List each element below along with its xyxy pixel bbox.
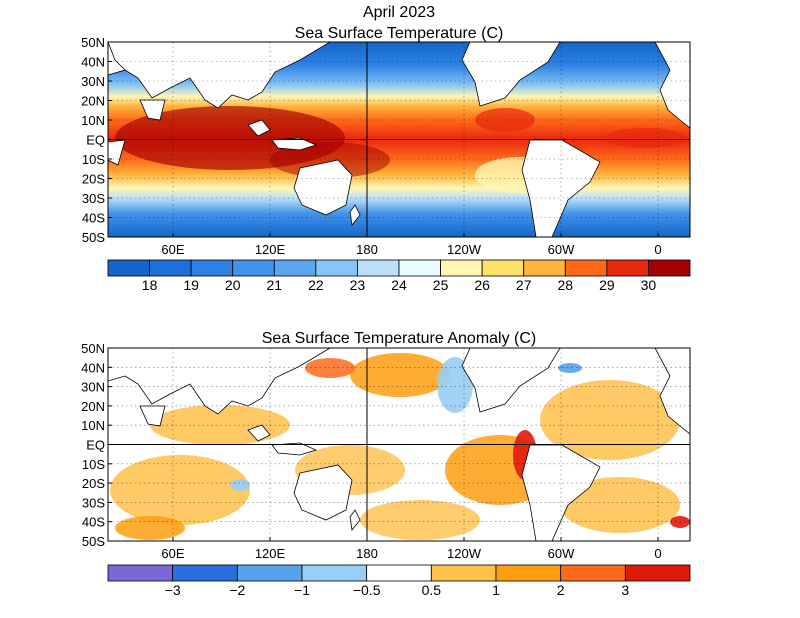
colorbar-label: −1 bbox=[294, 582, 310, 598]
sst-land bbox=[108, 42, 690, 237]
colorbar-swatch bbox=[440, 259, 483, 277]
anomaly-positive-regions bbox=[110, 353, 690, 540]
colorbar-swatch bbox=[357, 259, 400, 277]
sst-atlantic-warm bbox=[605, 128, 685, 148]
colorbar-label: 20 bbox=[225, 277, 241, 293]
colorbar-swatch bbox=[149, 259, 192, 277]
colorbar-swatch bbox=[398, 259, 441, 277]
colorbar-swatch bbox=[560, 564, 626, 582]
figure-title-date: April 2023 bbox=[363, 4, 435, 21]
colorbar-swatch bbox=[236, 564, 303, 582]
lat-tick-label: 50S bbox=[82, 534, 105, 549]
lat-tick-label: 50S bbox=[82, 230, 105, 245]
colorbar-swatch bbox=[172, 564, 238, 582]
colorbar-label: 1 bbox=[492, 582, 500, 598]
lat-tick-label: EQ bbox=[86, 438, 105, 453]
lon-tick-label: 60E bbox=[161, 546, 184, 561]
sst-map-title: Sea Surface Temperature (C) bbox=[295, 25, 504, 42]
anomaly-map-title: Sea Surface Temperature Anomaly (C) bbox=[262, 330, 537, 347]
lat-tick-label: 20N bbox=[81, 399, 105, 414]
colorbar-swatch bbox=[606, 259, 649, 277]
lon-tick-label: 60W bbox=[548, 242, 575, 257]
sst-colorbar: 18 19 20 21 22 23 24 25 26 27 28 29 30 bbox=[107, 259, 691, 293]
lat-tick-label: 10S bbox=[82, 152, 105, 167]
lat-tick-label: 40N bbox=[81, 55, 105, 70]
lat-tick-label: 30S bbox=[82, 495, 105, 510]
colorbar-swatch bbox=[430, 564, 497, 582]
lat-tick-label: 50N bbox=[81, 341, 105, 356]
anomaly-lat-tick-labels: 50N 40N 30N 20N 10N EQ 10S 20S 30S 40S 50S bbox=[81, 341, 112, 549]
colorbar-label: 18 bbox=[142, 277, 158, 293]
colorbar-swatch bbox=[107, 259, 150, 277]
colorbar-label: 22 bbox=[308, 277, 324, 293]
lat-tick-label: 20N bbox=[81, 94, 105, 109]
colorbar-swatch bbox=[301, 564, 368, 582]
lat-tick-label: 10N bbox=[81, 113, 105, 128]
lon-tick-label: 120E bbox=[255, 242, 286, 257]
colorbar-label: 24 bbox=[391, 277, 407, 293]
lon-tick-label: 0 bbox=[654, 242, 661, 257]
colorbar-label: 25 bbox=[433, 277, 449, 293]
colorbar-swatch bbox=[273, 259, 317, 277]
lon-tick-label: 60E bbox=[161, 242, 184, 257]
colorbar-swatch bbox=[366, 564, 432, 582]
lon-tick-label: 120E bbox=[255, 546, 286, 561]
colorbar-label: 0.5 bbox=[422, 582, 442, 598]
colorbar-label: −0.5 bbox=[353, 582, 381, 598]
anomaly-grid bbox=[108, 348, 690, 541]
lat-tick-label: EQ bbox=[86, 133, 105, 148]
colorbar-swatch bbox=[523, 259, 566, 277]
lat-tick-label: 20S bbox=[82, 476, 105, 491]
lon-tick-label: 0 bbox=[654, 546, 661, 561]
anomaly-lon-tick-labels: 60E 120E 180 120W 60W 0 bbox=[161, 537, 662, 561]
lon-tick-label: 120W bbox=[447, 546, 482, 561]
lat-tick-label: 40S bbox=[82, 211, 105, 226]
sst-lon-tick-labels: 60E 120E 180 120W 60W 0 bbox=[161, 233, 662, 257]
colorbar-swatch bbox=[232, 259, 275, 277]
colorbar-label: 21 bbox=[266, 277, 282, 293]
colorbar-label: 19 bbox=[183, 277, 199, 293]
lat-tick-label: 30S bbox=[82, 191, 105, 206]
colorbar-label: 26 bbox=[474, 277, 490, 293]
colorbar-label: 23 bbox=[350, 277, 366, 293]
sst-map bbox=[108, 42, 690, 237]
lat-tick-label: 40S bbox=[82, 515, 105, 530]
colorbar-swatch bbox=[315, 259, 358, 277]
lat-tick-label: 40N bbox=[81, 360, 105, 375]
lat-tick-label: 30N bbox=[81, 74, 105, 89]
lat-tick-label: 30N bbox=[81, 380, 105, 395]
lat-tick-label: 20S bbox=[82, 172, 105, 187]
colorbar-label: −2 bbox=[229, 582, 245, 598]
lat-tick-label: 10S bbox=[82, 457, 105, 472]
colorbar-swatch bbox=[624, 564, 691, 582]
anomaly-land bbox=[108, 348, 690, 541]
colorbar-swatch bbox=[481, 259, 525, 277]
sst-lat-tick-labels: 50N 40N 30N 20N 10N EQ 10S 20S 30S 40S 50S bbox=[81, 35, 112, 245]
colorbar-swatch bbox=[648, 259, 691, 277]
colorbar-label: 29 bbox=[599, 277, 615, 293]
colorbar-swatch bbox=[190, 259, 234, 277]
sst-grid bbox=[108, 42, 690, 237]
colorbar-label: 30 bbox=[641, 277, 657, 293]
colorbar-label: 27 bbox=[516, 277, 532, 293]
colorbar-label: 28 bbox=[557, 277, 573, 293]
colorbar-swatch bbox=[495, 564, 562, 582]
anomaly-map bbox=[108, 348, 690, 541]
colorbar-label: 2 bbox=[557, 582, 565, 598]
lat-tick-label: 50N bbox=[81, 35, 105, 50]
lon-tick-label: 120W bbox=[447, 242, 482, 257]
anomaly-colorbar: −3 −2 −1 −0.5 0.5 1 2 3 bbox=[107, 564, 691, 598]
colorbar-swatch bbox=[564, 259, 608, 277]
colorbar-label: −3 bbox=[165, 582, 181, 598]
colorbar-label: 3 bbox=[621, 582, 629, 598]
lon-tick-label: 60W bbox=[548, 546, 575, 561]
lon-tick-label: 180 bbox=[356, 546, 378, 561]
lon-tick-label: 180 bbox=[356, 242, 378, 257]
lat-tick-label: 10N bbox=[81, 418, 105, 433]
colorbar-swatch bbox=[107, 564, 174, 582]
